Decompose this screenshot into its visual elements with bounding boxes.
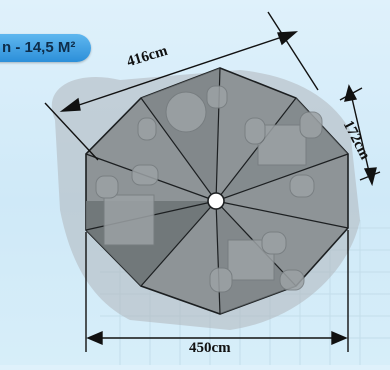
- area-badge: n - 14,5 M²: [0, 34, 92, 62]
- dimension-line-450: [85, 230, 349, 352]
- dimension-label-450: 450cm: [189, 340, 231, 356]
- area-badge-text: n - 14,5 M²: [2, 39, 76, 56]
- dimension-line-172: [339, 84, 381, 187]
- dimension-line-416: [44, 11, 319, 161]
- pole-hub: [207, 192, 225, 210]
- canopy: [85, 67, 349, 315]
